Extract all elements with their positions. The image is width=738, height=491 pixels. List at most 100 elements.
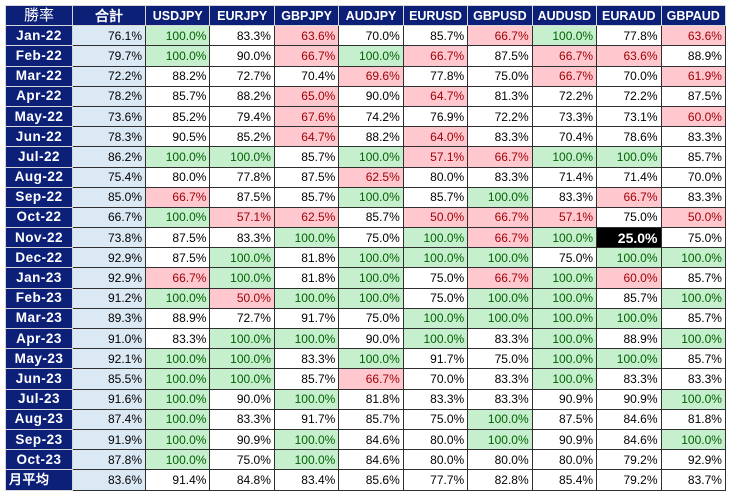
rate-cell: 100.0% <box>338 287 404 309</box>
rate-cell: 100.0% <box>338 146 404 168</box>
month-label: Mar-22 <box>5 65 73 87</box>
table-row: May-23 92.1% 100.0% 100.0% 83.3% 100.0% 91.7% 7… <box>5 348 726 370</box>
rate-cell: 100.0% <box>531 307 598 330</box>
rate-cell: 87.5% <box>467 45 533 67</box>
rate-cell: 75.0% <box>596 206 662 229</box>
total-cell: 91.2% <box>72 287 146 309</box>
rate-cell: 100.0% <box>209 146 275 168</box>
total-cell: 92.9% <box>72 267 146 289</box>
rate-cell: 83.3% <box>144 327 211 350</box>
rate-cell: 77.8% <box>596 25 662 47</box>
table-row: May-22 73.6% 85.2% 79.4% 67.6% 74.2% 76.9% 72.2… <box>5 105 726 128</box>
total-cell: 91.9% <box>72 428 146 451</box>
rate-cell: 73.1% <box>596 105 662 128</box>
rate-cell: 85.7% <box>660 348 726 370</box>
rate-cell: 83.3% <box>467 327 533 350</box>
rate-cell: 70.0% <box>596 65 662 87</box>
rate-cell: 85.7% <box>402 186 469 208</box>
rate-cell: 100.0% <box>209 348 275 370</box>
month-label: Aug-22 <box>5 166 73 188</box>
average-cell: 91.4% <box>144 469 211 491</box>
rate-cell: 83.3% <box>467 126 533 148</box>
rate-cell: 66.7% <box>467 267 533 289</box>
rate-cell: 83.3% <box>660 186 726 208</box>
rate-cell: 77.8% <box>209 166 275 188</box>
rate-cell: 79.2% <box>596 449 662 471</box>
total-cell: 73.6% <box>72 105 146 128</box>
rate-cell: 90.0% <box>338 85 404 107</box>
rate-cell: 83.3% <box>467 166 533 188</box>
rate-cell: 91.7% <box>273 408 340 430</box>
month-label: Apr-23 <box>5 327 73 350</box>
pair-header: AUDJPY <box>338 4 404 27</box>
rate-cell: 100.0% <box>144 206 211 229</box>
rate-cell: 100.0% <box>660 327 726 350</box>
month-label: Jun-23 <box>5 368 73 390</box>
month-label: Jul-23 <box>5 388 73 410</box>
rate-cell: 100.0% <box>273 428 340 451</box>
rate-cell: 100.0% <box>144 408 211 430</box>
rate-cell: 64.7% <box>402 85 469 107</box>
month-label: Nov-22 <box>5 227 73 249</box>
rate-cell: 81.8% <box>660 408 726 430</box>
rate-cell: 70.0% <box>402 368 469 390</box>
rate-cell: 100.0% <box>209 247 275 269</box>
corner-header: 勝率 <box>5 4 73 27</box>
rate-cell: 100.0% <box>660 388 726 410</box>
table-row: Feb-22 79.7% 100.0% 90.0% 66.7% 100.0% 66.7% 87… <box>5 45 726 67</box>
table-row: Mar-22 72.2% 88.2% 72.7% 70.4% 69.6% 77.8% 75.0… <box>5 65 726 87</box>
rate-cell: 90.0% <box>338 327 404 350</box>
rate-cell: 63.6% <box>273 25 340 47</box>
average-cell: 79.2% <box>596 469 662 491</box>
pair-header: GBPJPY <box>273 4 340 27</box>
total-cell: 79.7% <box>72 45 146 67</box>
rate-cell: 100.0% <box>273 287 340 309</box>
rate-cell: 100.0% <box>531 227 598 249</box>
rate-cell: 85.7% <box>273 186 340 208</box>
rate-cell: 75.0% <box>531 247 598 269</box>
rate-cell: 72.2% <box>467 105 533 128</box>
table-row: Apr-23 91.0% 83.3% 100.0% 100.0% 90.0% 100.0% 8… <box>5 327 726 350</box>
month-label: May-22 <box>5 105 73 128</box>
rate-cell: 85.7% <box>660 267 726 289</box>
rate-cell: 90.0% <box>209 388 275 410</box>
rate-cell: 78.6% <box>596 126 662 148</box>
win-rate-sheet: 勝率 合計 USDJPY EURJPY GBPJPY AUDJPY EURUSD GBPU… <box>5 4 726 491</box>
total-cell: 86.2% <box>72 146 146 168</box>
rate-cell: 88.2% <box>209 85 275 107</box>
rate-cell: 83.3% <box>531 186 598 208</box>
rate-cell: 88.2% <box>338 126 404 148</box>
rate-cell: 100.0% <box>144 428 211 451</box>
rate-cell: 83.3% <box>660 368 726 390</box>
rate-cell: 69.6% <box>338 65 404 87</box>
rate-cell: 76.9% <box>402 105 469 128</box>
pair-header: GBPAUD <box>660 4 726 27</box>
rate-cell: 81.8% <box>273 247 340 269</box>
rate-cell: 60.0% <box>596 267 662 289</box>
rate-cell: 100.0% <box>467 408 533 430</box>
rate-cell: 85.7% <box>273 146 340 168</box>
table-row: Aug-23 87.4% 100.0% 83.3% 91.7% 85.7% 75.0% 100… <box>5 408 726 430</box>
rate-cell: 90.9% <box>531 388 598 410</box>
rate-cell: 87.5% <box>144 247 211 269</box>
rate-cell: 90.0% <box>209 45 275 67</box>
rate-cell: 100.0% <box>338 247 404 269</box>
table-row: Apr-22 78.2% 85.7% 88.2% 65.0% 90.0% 64.7% 81.3… <box>5 85 726 107</box>
rate-cell: 57.1% <box>402 146 469 168</box>
header-row: 勝率 合計 USDJPY EURJPY GBPJPY AUDJPY EURUSD GBPU… <box>5 4 726 27</box>
rate-cell: 79.4% <box>209 105 275 128</box>
rate-cell: 85.7% <box>596 287 662 309</box>
average-cell: 85.4% <box>531 469 598 491</box>
total-cell: 75.4% <box>72 166 146 188</box>
rate-cell: 85.2% <box>209 126 275 148</box>
total-cell: 89.3% <box>72 307 146 330</box>
table-row: Mar-23 89.3% 88.9% 72.7% 91.7% 75.0% 100.0% 100… <box>5 307 726 330</box>
table-row: Jun-23 85.5% 100.0% 100.0% 85.7% 66.7% 70.0% 83… <box>5 368 726 390</box>
rate-cell: 71.4% <box>596 166 662 188</box>
rate-cell: 100.0% <box>596 247 662 269</box>
rate-cell: 83.3% <box>467 388 533 410</box>
rate-cell: 100.0% <box>531 287 598 309</box>
total-cell: 66.7% <box>72 206 146 229</box>
rate-cell: 100.0% <box>144 45 211 67</box>
rate-cell: 100.0% <box>338 348 404 370</box>
